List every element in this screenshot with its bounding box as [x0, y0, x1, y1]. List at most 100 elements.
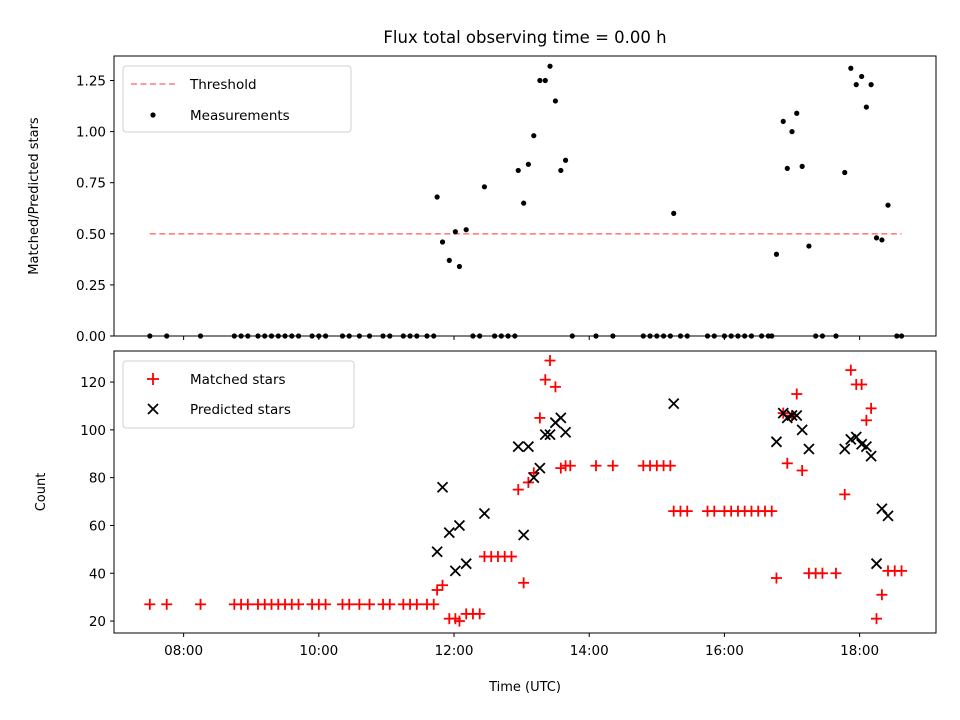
predicted-stars-point — [770, 436, 783, 448]
predicted-stars-point — [860, 440, 873, 453]
matched-stars-point — [522, 476, 534, 488]
matched-stars-point — [320, 598, 332, 610]
top-y-tick-label: 0.75 — [76, 176, 106, 192]
measurements-point — [859, 73, 865, 80]
bottom-y-tick-label: 120 — [80, 375, 106, 391]
x-tick-label: 08:00 — [164, 643, 203, 659]
matched-stars-point — [474, 608, 486, 620]
matched-stars-point — [293, 598, 305, 610]
matched-stars-point — [607, 460, 619, 472]
top-y-tick-label: 0.00 — [76, 329, 106, 345]
x-tick-label: 10:00 — [299, 643, 338, 659]
matched-stars-point — [839, 488, 851, 500]
top-y-axis: 0.00 0.25 0.50 0.75 1.00 1.25 — [76, 74, 114, 345]
predicted-stars-point — [865, 450, 877, 462]
predicted-stars-point — [443, 526, 455, 539]
matched-stars-point — [896, 565, 908, 577]
legend-predicted-swatch — [147, 403, 159, 415]
top-legend-box — [122, 65, 352, 133]
predicted-stars-point — [528, 472, 540, 484]
matched-stars-point — [411, 598, 423, 610]
matched-stars-point — [453, 615, 465, 627]
predicted-stars-point — [791, 409, 803, 422]
measurements-point — [868, 82, 874, 88]
measurements-point — [558, 167, 564, 174]
predicted-stars-point — [478, 507, 491, 520]
predicted-stars-point — [544, 429, 556, 441]
predicted-stars-point — [786, 409, 798, 422]
matched-stars-point — [428, 598, 440, 610]
predicted-stars-point — [803, 443, 815, 455]
predicted-stars-point — [522, 440, 535, 453]
predicted-stars-point — [668, 397, 680, 410]
x-tick-label: 18:00 — [840, 643, 879, 659]
measurements-point — [552, 98, 559, 104]
top-legend: Threshold Measurements — [122, 65, 352, 133]
measurements-point — [542, 77, 548, 84]
top-y-tick-label: 0.25 — [76, 278, 106, 294]
matched-stars-point — [544, 355, 556, 367]
matched-stars-point — [860, 414, 872, 426]
matched-stars-point — [830, 567, 842, 579]
measurements-point — [446, 257, 452, 263]
legend-matched-swatch — [147, 373, 159, 385]
measurements-point — [562, 157, 569, 163]
legend-threshold-label: Threshold — [189, 77, 257, 93]
bottom-y-tick-label: 100 — [80, 423, 106, 439]
predicted-stars-point — [534, 462, 546, 474]
legend-measurements-label: Measurements — [190, 108, 290, 124]
bottom-y-tick-label: 20 — [89, 614, 106, 630]
matched-stars-point — [876, 589, 888, 601]
measurements-point — [456, 263, 463, 270]
predicted-stars-point — [449, 565, 462, 577]
chart-title: Flux total observing time = 0.00 h — [383, 28, 666, 47]
measurements-point — [848, 65, 854, 71]
measurements-point — [780, 118, 786, 125]
matched-stars-point — [161, 598, 173, 610]
measurements-point — [434, 194, 440, 200]
matched-stars-point — [681, 505, 693, 517]
bottom-y-tick-label: 80 — [89, 471, 106, 487]
measurements-point — [521, 200, 527, 206]
matched-stars-point — [770, 572, 782, 584]
matched-stars-point — [781, 457, 793, 469]
measurements-point — [842, 169, 848, 176]
matched-stars-point — [343, 598, 355, 610]
matched-stars-point — [534, 412, 546, 424]
legend-measurements-swatch — [150, 112, 156, 118]
matched-stars-point — [555, 462, 567, 474]
predicted-stars-point — [870, 558, 883, 570]
top-y-tick-label: 0.50 — [76, 227, 106, 243]
predicted-stars-point — [555, 412, 567, 424]
predicted-stars-point — [431, 546, 443, 558]
measurements-point — [879, 237, 885, 243]
bottom-legend-box — [122, 360, 355, 429]
measurements-point — [671, 210, 677, 216]
matched-stars-point — [865, 402, 877, 414]
matched-stars-point — [871, 613, 883, 625]
bottom-y-tick-label: 60 — [89, 518, 106, 534]
x-tick-label: 14:00 — [570, 643, 609, 659]
predicted-stars-point — [839, 443, 851, 455]
matched-stars-point — [816, 567, 828, 579]
measurements-point — [885, 202, 891, 208]
measurements-point — [537, 77, 543, 84]
matched-stars-point — [505, 551, 517, 563]
matched-stars-point — [796, 464, 808, 476]
bottom-series-layer — [144, 355, 908, 627]
matched-stars-point — [564, 460, 576, 472]
matched-stars-point — [791, 388, 803, 400]
measurements-point — [531, 133, 537, 139]
measurements-point — [481, 184, 488, 190]
predicted-stars-point — [796, 424, 808, 436]
measurements-point — [784, 165, 790, 172]
measurements-point — [439, 239, 446, 245]
predicted-stars-point — [850, 431, 862, 443]
measurements-point — [863, 104, 869, 110]
legend-predicted-label: Predicted stars — [190, 402, 291, 418]
matched-stars-point — [590, 460, 602, 472]
measurements-point — [799, 163, 805, 169]
matched-stars-point — [845, 364, 857, 376]
matched-stars-point — [708, 505, 720, 517]
